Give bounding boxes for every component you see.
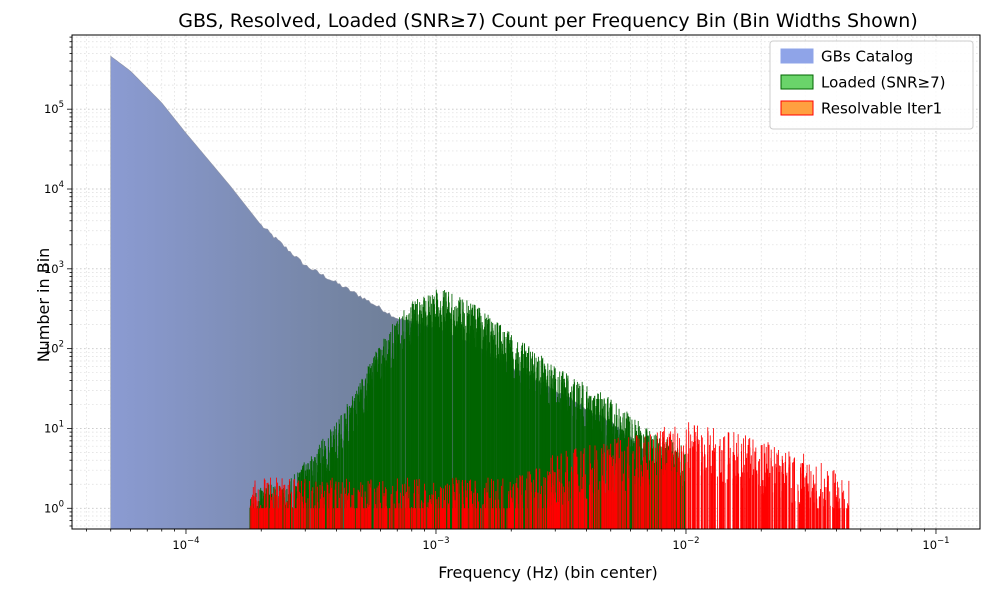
chart-title: GBS, Resolved, Loaded (SNR≥7) Count per … xyxy=(178,10,918,32)
x-tick-label: 10−1 xyxy=(922,536,949,552)
x-tick-label: 10−3 xyxy=(422,536,449,552)
legend: GBs Catalog Loaded (SNR≥7) Resolvable Iter… xyxy=(769,40,974,130)
legend-label: GBs Catalog xyxy=(821,48,913,66)
y-axis-label: Number in Bin xyxy=(34,248,53,363)
y-tick-label: 104 xyxy=(44,180,64,196)
y-axis: 100 101 102 103 104 105 xyxy=(44,36,72,527)
series-layer xyxy=(110,55,850,529)
y-tick-label: 100 xyxy=(44,499,64,515)
x-axis-label: Frequency (Hz) (bin center) xyxy=(438,563,658,582)
legend-swatch xyxy=(780,74,814,90)
axes-frame xyxy=(71,34,981,530)
x-tick-label: 10−2 xyxy=(672,536,699,552)
legend-label: Loaded (SNR≥7) xyxy=(821,74,945,92)
legend-swatch xyxy=(780,48,814,64)
x-tick-label: 10−4 xyxy=(172,536,199,552)
x-axis: 10−4 10−3 10−2 10−1 xyxy=(86,529,950,552)
legend-swatch xyxy=(780,100,814,116)
series-resolvable xyxy=(249,422,850,529)
y-tick-label: 102 xyxy=(44,340,64,356)
y-tick-label: 103 xyxy=(44,260,64,276)
legend-label: Resolvable Iter1 xyxy=(821,100,942,118)
plot-area: 10−4 10−3 10−2 10−1 100 101 102 103 104 105 xyxy=(44,34,981,552)
legend-box xyxy=(769,40,974,130)
y-tick-label: 101 xyxy=(44,419,64,435)
y-tick-label: 105 xyxy=(44,100,64,116)
